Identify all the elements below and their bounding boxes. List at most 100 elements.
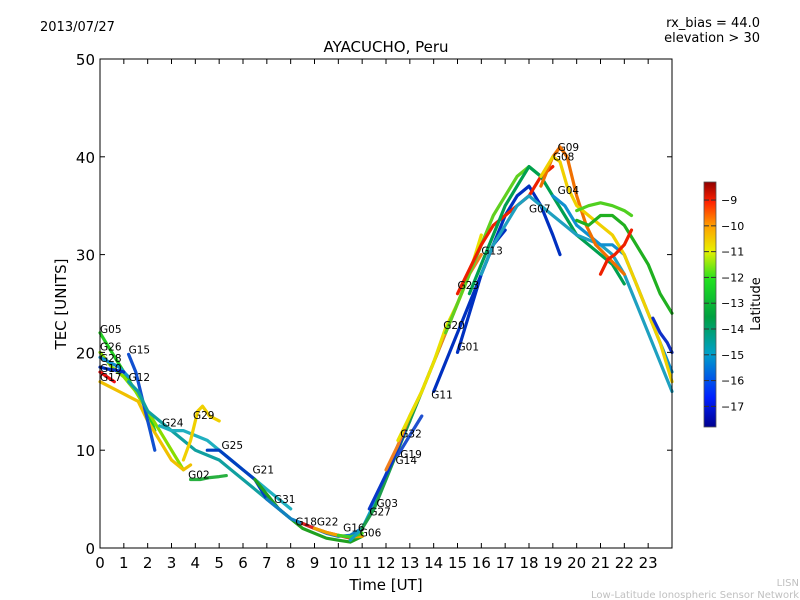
series-line bbox=[127, 380, 269, 501]
footer-network: Low-Latitude Ionospheric Sensor Network bbox=[591, 590, 799, 600]
x-tick-label: 7 bbox=[262, 554, 272, 572]
series-line bbox=[598, 228, 634, 276]
series-line bbox=[479, 194, 674, 394]
colorbar-tick-label: −12 bbox=[721, 271, 744, 284]
series-line bbox=[651, 316, 674, 354]
satellite-label: G13 bbox=[481, 246, 503, 258]
series-layer bbox=[98, 145, 674, 544]
x-tick-label: 2 bbox=[143, 554, 153, 572]
series-line bbox=[189, 474, 228, 482]
series-line bbox=[467, 165, 626, 296]
satellite-label: G25 bbox=[222, 440, 244, 452]
satellite-label: G02 bbox=[188, 470, 210, 482]
series-line bbox=[181, 404, 221, 462]
satellite-label: G24 bbox=[162, 418, 184, 430]
satellite-label: G07 bbox=[529, 204, 551, 216]
colorbar-tick-label: −9 bbox=[721, 194, 737, 207]
satellite-label: G04 bbox=[558, 185, 580, 197]
satellite-label: G18 bbox=[295, 517, 317, 529]
x-tick-label: 12 bbox=[376, 554, 395, 572]
colorbar-tick-label: −14 bbox=[721, 323, 744, 336]
series-line bbox=[575, 213, 674, 315]
x-tick-label: 13 bbox=[400, 554, 419, 572]
series-line bbox=[575, 201, 634, 218]
satellite-label: G21 bbox=[253, 465, 274, 477]
satellite-label: G27 bbox=[369, 507, 391, 519]
x-tick-label: 0 bbox=[95, 554, 105, 572]
x-tick-label: 8 bbox=[286, 554, 296, 572]
date-label: 2013/07/27 bbox=[40, 20, 115, 35]
x-tick-label: 16 bbox=[472, 554, 491, 572]
series-line bbox=[396, 233, 483, 442]
x-tick-label: 4 bbox=[191, 554, 201, 572]
x-tick-label: 22 bbox=[615, 554, 634, 572]
x-tick-label: 1 bbox=[119, 554, 129, 572]
satellite-label: G19 bbox=[400, 449, 422, 461]
y-tick-label: 20 bbox=[76, 344, 95, 362]
satellite-label: G11 bbox=[431, 389, 453, 401]
satellite-label: G26 bbox=[100, 341, 122, 353]
x-tick-label: 11 bbox=[353, 554, 372, 572]
x-tick-label: 15 bbox=[448, 554, 467, 572]
satellite-label: G23 bbox=[458, 280, 480, 292]
x-tick-label: 3 bbox=[167, 554, 177, 572]
chart-title: AYACUCHO, Peru bbox=[323, 38, 448, 56]
y-tick-label: 50 bbox=[76, 51, 95, 69]
satellite-label: G09 bbox=[558, 142, 580, 154]
series-line bbox=[455, 184, 562, 354]
y-axis-label: TEC [UNITS] bbox=[52, 259, 70, 351]
x-tick-label: 9 bbox=[310, 554, 320, 572]
x-tick-label: 18 bbox=[519, 554, 538, 572]
satellite-label: G10 bbox=[100, 363, 122, 375]
y-tick-label: 40 bbox=[76, 149, 95, 167]
colorbar-tick-label: −11 bbox=[721, 246, 744, 259]
satellite-label: G28 bbox=[100, 353, 122, 365]
satellite-label: G08 bbox=[553, 152, 575, 164]
x-tick-label: 17 bbox=[496, 554, 515, 572]
colorbar bbox=[703, 181, 717, 428]
y-tick-label: 30 bbox=[76, 247, 95, 265]
series-line bbox=[539, 155, 674, 384]
y-tick-label: 10 bbox=[76, 442, 95, 460]
axis-ticks: 0 1 2 3 4 5 6 7 8 9 10 11 12 13 14 15 16 17 18 19 20 21 22 2301… bbox=[76, 51, 672, 572]
series-line bbox=[98, 380, 193, 472]
x-tick-label: 21 bbox=[591, 554, 610, 572]
x-tick-label: 10 bbox=[329, 554, 348, 572]
colorbar-label: Latitude bbox=[749, 277, 764, 331]
x-axis-label: Time [UT] bbox=[348, 576, 422, 594]
satellite-label: G29 bbox=[193, 410, 215, 422]
satellite-label: G06 bbox=[360, 527, 382, 539]
x-tick-label: 5 bbox=[214, 554, 224, 572]
x-tick-label: 23 bbox=[639, 554, 658, 572]
y-tick-label: 0 bbox=[85, 540, 95, 558]
colorbar-tick-label: −16 bbox=[721, 375, 744, 388]
series-line bbox=[336, 531, 364, 539]
satellite-label: G17 bbox=[100, 372, 122, 384]
satellite-label: G14 bbox=[396, 455, 418, 467]
series-line bbox=[253, 477, 364, 544]
series-line bbox=[396, 414, 424, 457]
satellite-label: G05 bbox=[100, 324, 122, 336]
satellite-label: G22 bbox=[317, 517, 339, 529]
satellite-label: G03 bbox=[376, 498, 398, 510]
satellite-label: G32 bbox=[400, 428, 422, 440]
x-tick-label: 6 bbox=[238, 554, 248, 572]
satellite-label: G31 bbox=[274, 494, 296, 506]
x-tick-label: 19 bbox=[543, 554, 562, 572]
colorbar-ticks: −9 −10 −11 −12 −13 −14 −15 −16 −17 bbox=[704, 194, 744, 413]
satellite-label: G20 bbox=[443, 320, 465, 332]
series-line bbox=[444, 165, 543, 335]
colorbar-tick-label: −15 bbox=[721, 349, 744, 362]
series-line bbox=[98, 370, 116, 384]
footer-lisn: LISN bbox=[777, 578, 799, 589]
colorbar-tick-label: −17 bbox=[721, 400, 744, 413]
satellite-label: G12 bbox=[129, 372, 151, 384]
colorbar-tick-label: −10 bbox=[721, 220, 744, 233]
x-tick-label: 14 bbox=[424, 554, 443, 572]
colorbar-tick-label: −13 bbox=[721, 297, 744, 310]
satellite-label: G16 bbox=[343, 522, 365, 534]
rx-bias-label: rx_bias = 44.0 bbox=[666, 16, 760, 31]
elevation-label: elevation > 30 bbox=[664, 31, 760, 46]
